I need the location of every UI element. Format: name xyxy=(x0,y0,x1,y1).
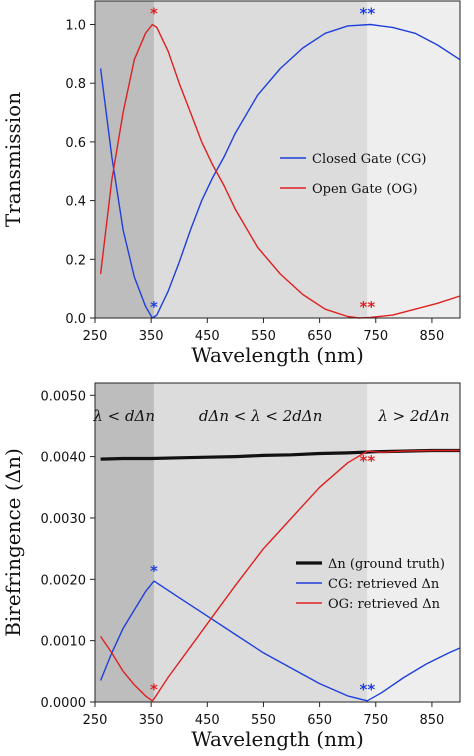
x-axis-title: Wavelength (nm) xyxy=(191,343,364,367)
legend-label-3: OG: retrieved Δn xyxy=(328,597,441,612)
x-tick-label: 250 xyxy=(83,329,108,344)
y-tick-label: 0.2 xyxy=(65,253,86,268)
y-tick-label: 1.0 xyxy=(65,18,86,33)
legend-label-1: Δn (ground truth) xyxy=(328,557,445,572)
x-tick-label: 750 xyxy=(363,713,388,728)
y-tick-label: 0.0050 xyxy=(41,389,87,404)
x-tick-label: 750 xyxy=(363,329,388,344)
annotation-marker-4: ** xyxy=(359,298,375,316)
x-tick-label: 850 xyxy=(420,329,445,344)
series-line-3 xyxy=(100,449,460,702)
legend: Closed Gate (CG) Open Gate (OG) xyxy=(280,152,426,197)
y-tick-label: 0.8 xyxy=(65,77,86,92)
annotation-marker-2: * xyxy=(150,681,158,699)
annotation-marker-3: * xyxy=(150,298,158,316)
x-tick-label: 650 xyxy=(307,329,332,344)
legend-label-2: Open Gate (OG) xyxy=(312,182,418,197)
y-tick-label: 0.0 xyxy=(65,312,86,327)
x-axis-title: Wavelength (nm) xyxy=(191,727,364,751)
x-tick-label: 550 xyxy=(251,713,276,728)
y-tick-label: 0.6 xyxy=(65,136,86,151)
y-tick-label: 0.0040 xyxy=(41,451,87,466)
series-line-2 xyxy=(99,580,461,702)
x-tick-label: 450 xyxy=(195,713,220,728)
x-tick-label: 650 xyxy=(307,713,332,728)
annotation-marker-1: * xyxy=(150,5,158,23)
y-tick-label: 0.0020 xyxy=(41,573,87,588)
x-tick-label: 550 xyxy=(251,329,276,344)
region-label-2: dΔn < λ < 2dΔn xyxy=(199,407,322,425)
series-line-1 xyxy=(99,23,461,319)
legend: Δn (ground truth) CG: retrieved Δn OG: ret… xyxy=(296,557,445,612)
x-tick-label: 350 xyxy=(139,713,164,728)
plot-frame xyxy=(94,0,461,319)
shaded-region-3 xyxy=(367,1,460,318)
x-tick-label: 850 xyxy=(420,713,445,728)
shaded-region-1 xyxy=(95,383,154,702)
y-tick-label: 0.0010 xyxy=(41,635,87,650)
region-label-1: λ < dΔn xyxy=(92,407,155,425)
y-axis-title: Birefringence (Δn) xyxy=(1,448,25,637)
annotation-marker-1: * xyxy=(150,562,158,580)
series-line-2 xyxy=(99,23,461,319)
y-tick-label: 0.0030 xyxy=(41,512,87,527)
x-tick-label: 350 xyxy=(139,329,164,344)
annotation-marker-4: ** xyxy=(359,452,375,470)
shaded-region-2 xyxy=(153,1,368,318)
x-tick-label: 250 xyxy=(83,713,108,728)
y-axis-title: Transmission xyxy=(1,92,25,227)
plot-frame xyxy=(94,382,461,703)
legend-label-1: Closed Gate (CG) xyxy=(312,152,426,167)
y-tick-label: 0.0000 xyxy=(41,696,87,711)
chart-panel-2: λ < dΔn dΔn < λ < 2dΔn λ > 2dΔn** ****250 35… xyxy=(1,382,461,751)
annotation-marker-3: ** xyxy=(359,681,375,699)
x-tick-label: 450 xyxy=(195,329,220,344)
region-label-3: λ > 2dΔn xyxy=(377,407,449,425)
chart-panel-1: * *** **250 350 450 550 650 750 8500.00.20.40.60… xyxy=(1,0,461,367)
y-tick-label: 0.4 xyxy=(65,195,86,210)
shaded-region-3 xyxy=(367,383,460,702)
shaded-region-1 xyxy=(95,1,154,318)
annotation-marker-2: ** xyxy=(359,5,375,23)
legend-label-2: CG: retrieved Δn xyxy=(328,577,440,592)
